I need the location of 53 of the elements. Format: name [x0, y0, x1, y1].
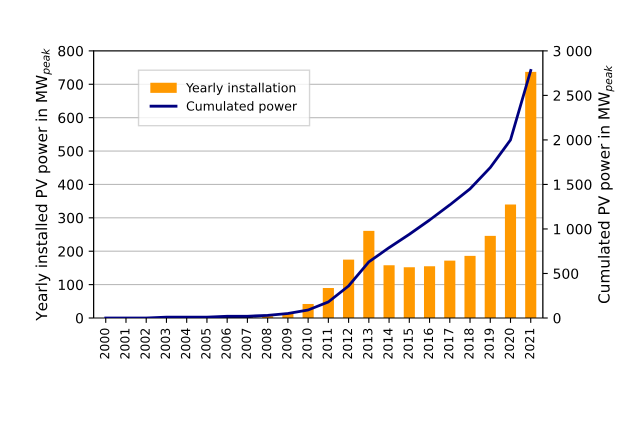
y2-tick-label: 1 500	[554, 179, 592, 190]
y-tick-label: 0	[76, 312, 83, 324]
bar	[444, 260, 456, 318]
y2-tick-label: 0	[554, 312, 561, 324]
bar	[363, 230, 374, 318]
x-tick-label: 2006	[221, 328, 231, 359]
x-tick-label: 2014	[383, 328, 393, 359]
legend-label: Cumulated power	[186, 101, 298, 114]
y2-tick-label: 2 500	[554, 90, 592, 101]
x-tick-label: 2002	[140, 328, 150, 359]
x-tick-label: 2015	[403, 328, 413, 359]
x-tick-label: 2000	[100, 328, 110, 359]
x-tick-label: 2020	[504, 328, 514, 359]
x-tick-label: 2007	[242, 328, 252, 359]
y2-tick-label: 2 000	[554, 134, 592, 146]
y-tick-label: 200	[58, 246, 83, 257]
x-tick-label: 2013	[363, 328, 372, 359]
y-tick-label: 100	[58, 280, 83, 290]
y-tick-label: 400	[58, 179, 83, 190]
y2-tick-label: 500	[554, 268, 578, 279]
x-tick-label: 2010	[302, 328, 312, 359]
bar	[464, 256, 476, 318]
y-tick-label: 700	[58, 79, 83, 90]
legend-label: Yearly installation	[186, 82, 296, 95]
x-tick-label: 2019	[484, 328, 494, 359]
x-tick-label: 2012	[342, 328, 352, 359]
bar	[504, 204, 516, 318]
x-tick-label: 2009	[282, 328, 292, 359]
x-tick-label: 2005	[201, 328, 211, 359]
line-series	[104, 69, 532, 318]
y2-tick-label: 3 000	[554, 46, 592, 56]
x-tick-label: 2011	[322, 328, 332, 359]
y2-axis-title: Cumulated PV power in MW$_{peak}$	[598, 65, 614, 304]
x-tick-label: 2018	[464, 328, 474, 359]
y2-tick-label: 1 000	[554, 224, 592, 234]
x-tick-label: 2021	[524, 328, 534, 359]
bar	[484, 236, 496, 318]
bar	[525, 72, 536, 318]
x-tick-label: 2001	[120, 328, 130, 359]
x-tick-label: 2004	[180, 328, 190, 359]
bar	[384, 265, 395, 318]
y-axis-title: Yearly installed PV power in MW$_{peak}$	[35, 48, 52, 321]
bar	[424, 266, 436, 318]
y-tick-label: 300	[58, 212, 83, 224]
x-tick-label: 2016	[424, 328, 434, 359]
x-tick-label: 2003	[160, 328, 170, 359]
x-tick-label: 2017	[444, 328, 454, 359]
y-tick-label: 800	[58, 46, 83, 56]
y-tick-label: 500	[58, 146, 83, 157]
bar	[343, 260, 354, 318]
y-tick-label: 600	[58, 112, 83, 124]
x-tick-label: 2008	[262, 328, 272, 359]
bar	[404, 267, 415, 318]
